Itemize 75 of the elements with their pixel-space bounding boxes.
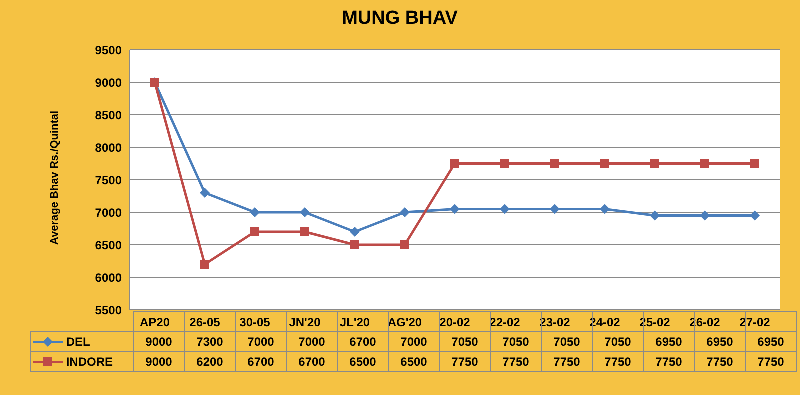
point [550,204,560,214]
data-label: 6700 [338,332,388,352]
data-label: 7050 [542,332,592,352]
data-label: 7000 [286,332,338,352]
x-tick-label: 27-02 [740,316,771,330]
y-tick-label: 9500 [95,43,122,58]
point [200,188,210,198]
y-tick-label: 7500 [95,173,122,188]
legend-label: DEL [66,334,90,348]
data-label: 9000 [134,352,184,372]
x-tick-label: 20-02 [440,316,471,330]
x-tick-label: JN'20 [289,316,322,330]
data-label: 7750 [644,352,694,372]
data-label: 6200 [184,352,236,372]
data-label: 6700 [286,352,338,372]
legend-label: INDORE [66,354,114,368]
data-label: 7750 [440,352,490,372]
y-tick-label: 6500 [95,238,122,252]
data-label: 9000 [134,332,184,352]
x-tick-label: JL'20 [340,316,370,330]
point [350,240,360,250]
data-label: 7000 [236,332,286,352]
x-tick-label: 30-05 [240,316,271,330]
y-axis-title: Average Bhav Rs./Quintal [49,110,61,248]
data-label: 6700 [236,352,286,372]
data-label: 7300 [184,332,236,352]
x-tick-label: 26-05 [190,316,221,330]
point [400,240,410,250]
x-tick-label: 25-02 [640,316,671,330]
point [750,210,760,221]
x-tick-label: 23-02 [540,316,571,330]
y-tick-label: 5500 [95,303,122,318]
y-tick-label: 8500 [95,108,122,122]
x-tick-label: AG'20 [388,316,422,330]
data-label: 7750 [490,352,542,372]
y-tick-label: 9000 [95,76,122,90]
data-label: 7750 [542,352,592,372]
y-tick-label: 7000 [95,206,122,220]
point [400,208,410,218]
data-label: 7050 [440,332,490,352]
point [450,159,460,168]
y-tick-label: 6000 [95,270,122,285]
point [750,159,760,168]
y-tick-label: 8000 [95,140,122,155]
point [600,204,610,214]
point [650,159,660,168]
point [350,227,360,237]
x-tick-label: 22-02 [490,316,521,330]
data-label: 6950 [694,332,746,352]
x-tick-label: 24-02 [590,316,621,330]
data-label: 6500 [338,352,388,372]
point [700,210,710,221]
data-label: 6500 [388,352,440,372]
point [250,228,260,236]
point [600,159,610,168]
data-label: 7000 [388,332,440,352]
data-label: 6950 [644,332,694,352]
data-label: 6950 [746,332,796,352]
point [500,204,510,214]
point [700,159,710,168]
data-label: 7750 [694,352,746,372]
point [300,208,310,218]
point [500,159,510,168]
point [300,228,310,236]
data-label: 7750 [592,352,644,372]
data-label: 7050 [592,332,644,352]
point [250,208,260,218]
point [650,210,660,221]
point [550,159,560,168]
data-label: 7750 [746,352,796,372]
point [450,204,460,214]
data-label: 7050 [490,332,542,352]
point [200,260,210,269]
chart-title: MUNG BHAV [341,8,459,30]
x-tick-label: AP20 [140,316,170,330]
